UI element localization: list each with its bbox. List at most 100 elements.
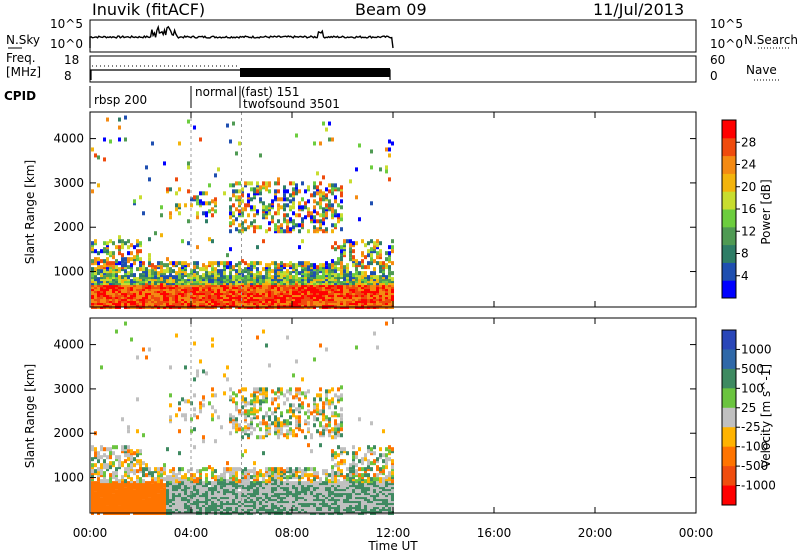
power-cell xyxy=(370,239,373,244)
velocity-cell xyxy=(286,419,289,424)
velocity-cell xyxy=(256,435,259,440)
power-cell xyxy=(169,187,172,192)
power-cell xyxy=(325,265,328,270)
power-cell xyxy=(118,137,121,142)
power-cell xyxy=(121,275,124,280)
power-cell xyxy=(379,241,382,246)
power-cell xyxy=(244,279,247,284)
velocity-cell xyxy=(235,393,238,398)
velocity-cell xyxy=(310,433,313,438)
velocity-cell xyxy=(136,459,139,464)
power-cell xyxy=(337,213,340,218)
power-cell xyxy=(391,239,394,244)
velocity-cell xyxy=(352,469,355,474)
velocity-cell xyxy=(286,475,289,480)
power-cell xyxy=(292,201,295,206)
velocity-cell xyxy=(277,417,280,422)
power-cell xyxy=(175,177,178,182)
power-cell xyxy=(109,239,112,244)
velocity-cell xyxy=(283,433,286,438)
power-cell xyxy=(190,269,193,274)
velocity-cell xyxy=(235,477,238,482)
power-cell xyxy=(331,137,334,142)
power-cell xyxy=(355,271,358,276)
velocity-cell xyxy=(124,459,127,464)
power-colorbar-segment xyxy=(722,226,736,246)
power-cell xyxy=(304,289,307,294)
power-cell xyxy=(160,269,163,274)
power-cell xyxy=(196,195,199,200)
power-cell xyxy=(160,213,163,218)
velocity-cell xyxy=(313,405,316,410)
power-cell xyxy=(130,251,133,256)
power-cell xyxy=(238,229,241,234)
power-cell xyxy=(292,275,295,280)
power-cell xyxy=(211,261,214,266)
velocity-cell xyxy=(298,427,301,432)
power-cell xyxy=(280,273,283,278)
velocity-cell xyxy=(115,481,118,486)
power-cell xyxy=(94,271,97,276)
power-cell xyxy=(109,251,112,256)
power-cell xyxy=(127,271,130,276)
power-cell xyxy=(229,197,232,202)
velocity-cell xyxy=(109,465,112,470)
power-colorbar-segment xyxy=(722,191,736,210)
velocity-cell xyxy=(229,481,232,486)
freq-tick-bottom: 8 xyxy=(64,69,72,83)
velocity-cell xyxy=(313,471,316,476)
velocity-cell xyxy=(274,467,277,472)
velocity-cell xyxy=(127,445,130,450)
velocity-cell xyxy=(301,377,304,382)
power-cell xyxy=(358,261,361,266)
power-cell xyxy=(322,197,325,202)
power-cell xyxy=(271,261,274,266)
velocity-cell xyxy=(199,481,202,486)
power-cell xyxy=(151,263,154,268)
velocity-cell xyxy=(187,481,190,486)
velocity-cell xyxy=(379,493,382,498)
power-cell xyxy=(319,197,322,202)
velocity-cell xyxy=(277,429,280,434)
velocity-cell xyxy=(238,409,241,414)
velocity-cell xyxy=(271,467,274,472)
velocity-cell xyxy=(271,389,274,394)
power-cell xyxy=(166,285,169,290)
velocity-cell xyxy=(196,415,199,420)
velocity-cell xyxy=(217,481,220,486)
velocity-cell xyxy=(112,471,115,476)
velocity-cell xyxy=(229,387,232,392)
velocity-cell xyxy=(304,391,307,396)
power-cell xyxy=(280,229,283,234)
velocity-cell xyxy=(211,481,214,486)
power-cell xyxy=(361,271,364,276)
power-cell xyxy=(187,161,190,166)
freq-tick-top: 18 xyxy=(64,53,79,67)
velocity-cell xyxy=(268,363,271,368)
velocity-cell xyxy=(328,417,331,422)
power-cell xyxy=(247,213,250,218)
velocity-cell xyxy=(259,491,262,496)
y-tick-label: 2000 xyxy=(53,220,84,234)
velocity-cell xyxy=(199,469,202,474)
power-cell xyxy=(328,199,331,204)
velocity-cell xyxy=(184,399,187,404)
power-cell xyxy=(340,285,343,290)
power-cell xyxy=(148,257,151,262)
power-cell xyxy=(229,261,232,266)
velocity-cell xyxy=(307,389,310,394)
velocity-cell xyxy=(253,461,256,466)
power-cell xyxy=(151,269,154,274)
power-cell xyxy=(337,203,340,208)
power-cell xyxy=(136,243,139,248)
velocity-cell xyxy=(379,483,382,488)
velocity-cell xyxy=(262,477,265,482)
power-cell xyxy=(112,261,115,266)
power-cell xyxy=(148,237,151,242)
power-colorbar-tick-label: 20 xyxy=(741,180,756,194)
velocity-cell xyxy=(247,401,250,406)
velocity-cell xyxy=(115,477,118,482)
velocity-cell xyxy=(235,401,238,406)
power-cell xyxy=(370,271,373,276)
